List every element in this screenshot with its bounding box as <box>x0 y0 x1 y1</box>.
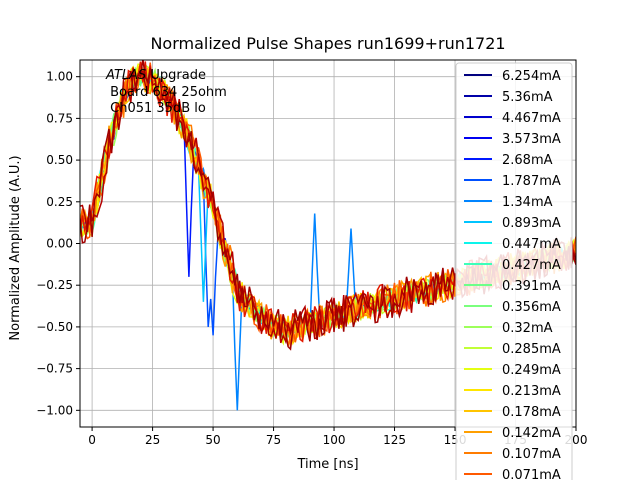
legend-label: 3.573mA <box>502 132 561 147</box>
y-tick-label: −0.25 <box>36 278 73 292</box>
legend-label: 0.213mA <box>502 384 561 399</box>
y-axis-label: Normalized Amplitude (A.U.) <box>8 155 23 340</box>
y-tick-label: −0.75 <box>36 362 73 376</box>
annotation-line2: Board 634 25ohm <box>106 85 227 100</box>
y-tick-label: 0.00 <box>46 237 73 251</box>
x-tick-label: 75 <box>266 433 281 447</box>
annotation-line1: Upgrade <box>146 68 206 83</box>
legend-label: 0.391mA <box>502 279 561 294</box>
legend-label: 0.142mA <box>502 426 561 441</box>
x-axis-label: Time [ns] <box>296 457 358 472</box>
y-tick-label: 0.25 <box>46 195 73 209</box>
legend-label: 0.178mA <box>502 405 561 420</box>
legend-label: 6.254mA <box>502 69 561 84</box>
legend-label: 2.68mA <box>502 153 553 168</box>
x-tick-label: 25 <box>145 433 160 447</box>
y-tick-label: 0.50 <box>46 153 73 167</box>
legend-label: 0.447mA <box>502 237 561 252</box>
y-tick-label: 0.75 <box>46 111 73 125</box>
annotation-line3: Ch051 35dB lo <box>106 101 206 116</box>
legend-label: 5.36mA <box>502 90 553 105</box>
y-tick-label: −0.50 <box>36 320 73 334</box>
legend-label: 4.467mA <box>502 111 561 126</box>
y-tick-label: −1.00 <box>36 403 73 417</box>
legend-label: 0.427mA <box>502 258 561 273</box>
legend-label: 0.071mA <box>502 468 561 480</box>
y-tick-label: 1.00 <box>46 70 73 84</box>
legend-label: 0.249mA <box>502 363 561 378</box>
legend-label: 1.34mA <box>502 195 553 210</box>
legend-box <box>455 62 573 480</box>
x-tick-label: 125 <box>383 433 406 447</box>
x-tick-label: 100 <box>323 433 346 447</box>
legend-label: 1.787mA <box>502 174 561 189</box>
x-tick-label: 50 <box>205 433 220 447</box>
chart-title: Normalized Pulse Shapes run1699+run1721 <box>150 34 505 53</box>
atlas-annotation: ATLAS Upgrade Board 634 25ohm Ch051 35dB… <box>105 68 227 116</box>
legend-label: 0.285mA <box>502 342 561 357</box>
annotation-italic: ATLAS <box>105 68 146 83</box>
x-tick-label: 0 <box>88 433 96 447</box>
legend-label: 0.107mA <box>502 447 561 462</box>
legend-label: 0.893mA <box>502 216 561 231</box>
svg-text:ATLAS Upgrade: ATLAS Upgrade <box>105 68 206 83</box>
legend: 6.254mA 5.36mA 4.467mA 3.573mA 2.68mA 1.787mA… <box>455 62 573 480</box>
legend-label: 0.356mA <box>502 300 561 315</box>
legend-label: 0.32mA <box>502 321 553 336</box>
